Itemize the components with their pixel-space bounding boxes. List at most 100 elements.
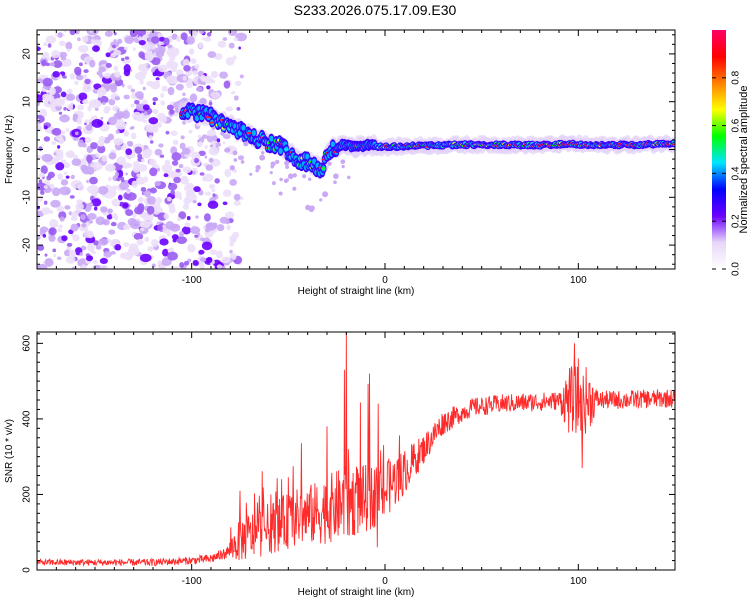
noise-blob xyxy=(98,238,109,246)
noise-blob xyxy=(130,132,137,140)
noise-blob xyxy=(108,98,116,106)
noise-blob xyxy=(206,129,217,137)
noise-blob xyxy=(207,51,217,58)
noise-blob xyxy=(69,195,75,199)
noise-blob xyxy=(113,65,119,71)
y-tick-label: 10 xyxy=(22,96,33,108)
noise-blob xyxy=(88,99,102,109)
noise-blob xyxy=(202,176,207,182)
noise-blob xyxy=(115,129,120,134)
noise-blob xyxy=(222,141,226,145)
y-axis-label: Frequency (Hz) xyxy=(4,115,15,184)
noise-blob xyxy=(199,262,205,269)
noise-blob xyxy=(126,163,133,168)
ridge-scatter xyxy=(285,178,289,182)
noise-blob xyxy=(50,199,61,208)
plot-frame xyxy=(36,331,676,571)
noise-blob xyxy=(148,220,153,225)
noise-blob xyxy=(201,37,207,41)
noise-blob xyxy=(176,36,182,42)
noise-blob xyxy=(194,64,200,70)
noise-blob xyxy=(186,215,191,221)
noise-blob xyxy=(122,202,129,209)
noise-blob xyxy=(116,156,127,165)
noise-blob xyxy=(148,158,157,166)
noise-blob xyxy=(219,216,229,224)
noise-blob xyxy=(147,246,154,252)
ridge-scatter xyxy=(209,144,213,148)
ridge-scatter xyxy=(259,154,266,161)
noise-blob xyxy=(180,135,185,140)
noise-blob xyxy=(148,135,153,141)
noise-blob xyxy=(70,215,78,221)
noise-blob xyxy=(49,62,56,67)
noise-blob xyxy=(157,260,162,266)
noise-blob xyxy=(222,37,228,41)
noise-blob xyxy=(91,198,102,207)
noise-blob xyxy=(169,109,175,115)
noise-blob xyxy=(172,76,178,82)
noise-blob xyxy=(67,103,74,111)
noise-blob xyxy=(226,224,231,231)
noise-blob xyxy=(206,85,211,90)
noise-blob xyxy=(143,111,148,116)
noise-blob xyxy=(239,74,244,79)
noise-blob xyxy=(182,92,186,96)
noise-blob xyxy=(229,249,233,254)
noise-blob xyxy=(43,94,47,98)
noise-blob xyxy=(204,145,208,149)
noise-blob xyxy=(121,110,130,119)
noise-blob xyxy=(97,186,109,195)
noise-blob xyxy=(103,250,112,258)
ridge-peak xyxy=(209,121,216,124)
noise-blob xyxy=(41,59,47,67)
noise-blob xyxy=(98,66,106,73)
ridge-core-inner xyxy=(305,153,310,160)
noise-blob xyxy=(105,63,112,69)
noise-blob xyxy=(37,182,47,191)
noise-blob xyxy=(47,43,52,48)
noise-blob xyxy=(156,112,166,121)
noise-blob xyxy=(45,62,50,67)
noise-blob xyxy=(78,92,88,101)
noise-blob xyxy=(224,168,232,178)
noise-blob xyxy=(64,205,71,210)
noise-blob xyxy=(146,195,156,205)
noise-blob xyxy=(212,193,216,198)
noise-blob xyxy=(178,211,187,220)
noise-blob xyxy=(82,35,89,43)
noise-blob xyxy=(152,71,157,77)
noise-blob xyxy=(192,260,199,266)
noise-blob xyxy=(199,172,205,176)
noise-blob xyxy=(192,200,197,204)
noise-blob xyxy=(43,42,48,47)
ridge-core-inner xyxy=(269,135,274,142)
noise-blob xyxy=(51,50,61,59)
noise-blob xyxy=(200,257,207,262)
noise-blob xyxy=(53,60,63,69)
noise-blob xyxy=(176,217,182,222)
noise-blob xyxy=(41,54,46,59)
ridge-scatter xyxy=(285,165,290,170)
noise-blob xyxy=(167,251,178,261)
noise-blob xyxy=(150,43,156,50)
noise-blob xyxy=(163,173,169,178)
ridge-mid xyxy=(284,148,289,151)
noise-blob xyxy=(53,253,57,258)
colorbar-tick-label: 0.4 xyxy=(731,166,742,180)
noise-blob xyxy=(70,174,75,180)
noise-blob xyxy=(43,136,51,142)
noise-blob xyxy=(132,213,137,218)
noise-blob xyxy=(194,234,199,238)
noise-blob xyxy=(185,80,194,89)
noise-blob xyxy=(183,260,190,266)
noise-blob xyxy=(140,227,145,232)
noise-blob xyxy=(108,152,117,160)
noise-blob xyxy=(42,77,53,87)
noise-blob xyxy=(90,38,96,44)
noise-blob xyxy=(100,264,108,269)
noise-blob xyxy=(136,30,147,36)
noise-blob xyxy=(217,40,227,48)
noise-blob xyxy=(134,146,143,154)
noise-blob xyxy=(204,155,208,159)
